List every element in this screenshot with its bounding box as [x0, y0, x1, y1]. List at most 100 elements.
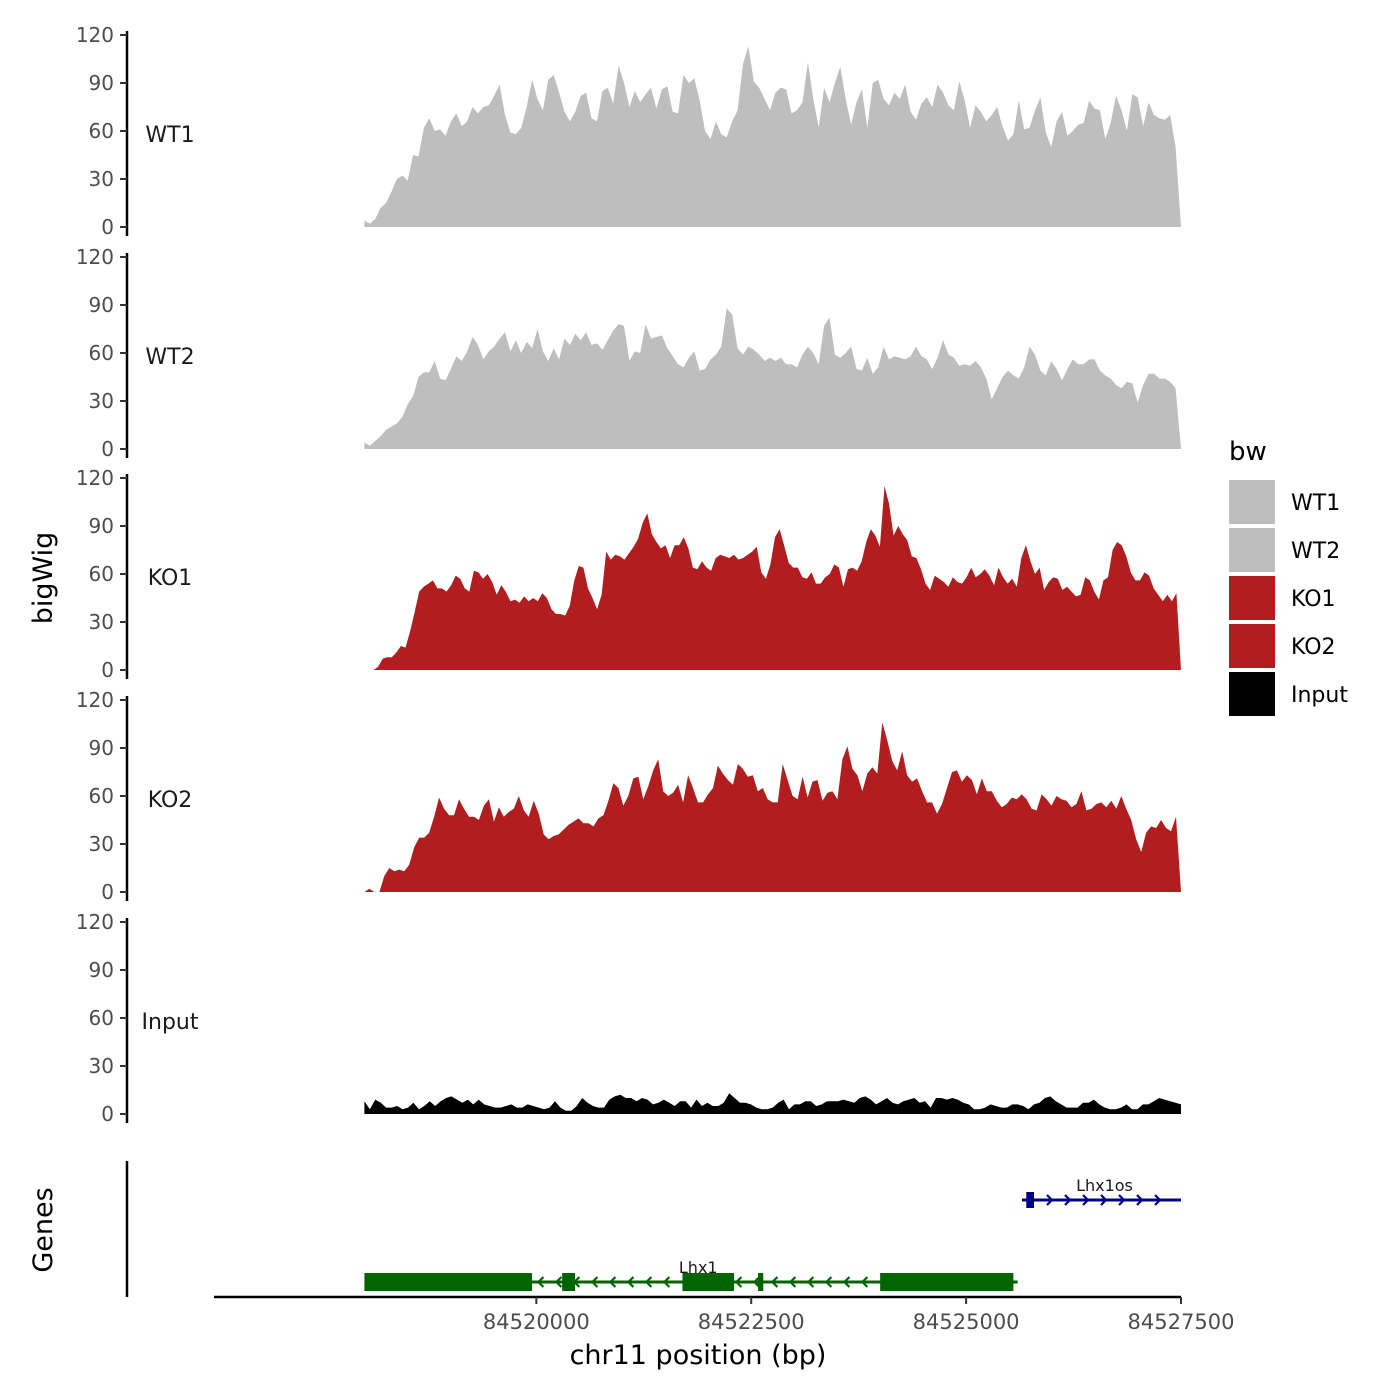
x-tick-label: 84520000: [483, 1310, 590, 1334]
legend-swatch: [1229, 528, 1275, 572]
legend-item-WT1: WT1: [1229, 480, 1340, 524]
strand-chevron: [752, 1276, 761, 1288]
exon: [562, 1273, 576, 1291]
y-tick-label: 120: [76, 466, 114, 490]
y-tick-label: 90: [89, 293, 114, 317]
y-tick-label: 120: [76, 23, 114, 47]
strand-chevron: [1100, 1194, 1108, 1206]
strand-chevron: [824, 1276, 833, 1288]
panel-WT2: 0 30 60 90 120 WT2: [76, 245, 1181, 461]
strand-chevron: [806, 1276, 815, 1288]
y-tick-label: 0: [101, 658, 114, 682]
legend-swatch: [1229, 480, 1275, 524]
gene-label-Lhx1: Lhx1: [679, 1258, 718, 1277]
legend-swatch: [1229, 672, 1275, 716]
strand-chevron: [662, 1276, 671, 1288]
strand-chevron: [1136, 1194, 1144, 1206]
y-tick-label: 120: [76, 688, 114, 712]
y-tick-label: 60: [89, 341, 114, 365]
y-tick-label: 90: [89, 958, 114, 982]
strand-chevron: [608, 1276, 617, 1288]
legend-item-KO1: KO1: [1229, 576, 1336, 620]
panel-label-KO2: KO2: [148, 788, 193, 813]
legend-swatch: [1229, 624, 1275, 668]
exon: [364, 1273, 533, 1291]
genes-panel: Lhx1 Lhx1os: [125, 1161, 1181, 1297]
strand-chevron: [626, 1276, 635, 1288]
x-tick-label: 84522500: [698, 1310, 805, 1334]
y-tick-label: 60: [89, 784, 114, 808]
y-tick-label: 90: [89, 736, 114, 760]
panel-label-WT1: WT1: [145, 123, 194, 148]
strand-chevron: [554, 1276, 563, 1288]
y-tick-label: 0: [101, 437, 114, 461]
panel-label-WT2: WT2: [145, 345, 194, 370]
y-tick-label: 60: [89, 562, 114, 586]
panel-Input: 0 30 60 90 120 Input: [76, 910, 1181, 1126]
strand-chevron: [788, 1276, 797, 1288]
exon: [682, 1273, 735, 1291]
x-axis: 84520000 84522500 84525000 84527500: [214, 1295, 1235, 1334]
strand-chevron: [536, 1276, 545, 1288]
panel-KO2: 0 30 60 90 120 KO2: [76, 688, 1181, 904]
legend-label: Input: [1291, 683, 1348, 708]
y-tick-label: 0: [101, 880, 114, 904]
area-Input: [364, 1093, 1181, 1114]
exon: [1026, 1192, 1035, 1208]
y-tick-label: 0: [101, 215, 114, 239]
strand-chevron: [1064, 1194, 1072, 1206]
area-WT1: [364, 46, 1181, 228]
strand-chevron: [644, 1276, 653, 1288]
genes-axis-label: Genes: [28, 1187, 59, 1272]
legend-swatch: [1229, 576, 1275, 620]
legend-label: KO1: [1291, 587, 1336, 612]
y-tick-label: 90: [89, 71, 114, 95]
x-axis-label: chr11 position (bp): [570, 1340, 827, 1371]
x-tick-label: 84527500: [1128, 1310, 1235, 1334]
legend-label: KO2: [1291, 635, 1336, 660]
x-tick-label: 84525000: [913, 1310, 1020, 1334]
legend-item-KO2: KO2: [1229, 624, 1336, 668]
strand-chevron: [1082, 1194, 1090, 1206]
y-tick-label: 30: [89, 610, 114, 634]
panel-WT1: 0 30 60 90 120 WT1: [76, 23, 1181, 239]
y-tick-label: 0: [101, 1102, 114, 1126]
y-tick-label: 60: [89, 119, 114, 143]
legend: WT1 WT2 KO1 KO2 Input: [1229, 480, 1348, 716]
gene-Lhx1os: Lhx1os: [1021, 1176, 1181, 1208]
area-WT2: [364, 308, 1181, 449]
strand-chevron: [770, 1276, 779, 1288]
strand-chevron: [590, 1276, 599, 1288]
y-tick-label: 90: [89, 514, 114, 538]
panel-label-Input: Input: [142, 1010, 199, 1035]
area-KO1: [364, 486, 1181, 670]
y-tick-label: 120: [76, 245, 114, 269]
exon: [880, 1273, 1014, 1291]
signal-panels: 0306090120WT10306090120WT20306090120KO10…: [76, 23, 1181, 1126]
y-tick-label: 30: [89, 1054, 114, 1078]
y-tick-label: 120: [76, 910, 114, 934]
gene-label-Lhx1os: Lhx1os: [1076, 1176, 1133, 1195]
y-tick-label: 30: [89, 832, 114, 856]
y-axis-label: bigWig: [28, 532, 59, 625]
strand-chevron: [1046, 1194, 1054, 1206]
gene-Lhx1: Lhx1: [364, 1258, 1018, 1291]
strand-chevron: [842, 1276, 851, 1288]
area-KO2: [364, 722, 1181, 892]
y-tick-label: 60: [89, 1006, 114, 1030]
legend-item-WT2: WT2: [1229, 528, 1340, 572]
y-tick-label: 30: [89, 167, 114, 191]
strand-chevron: [1118, 1194, 1126, 1206]
strand-chevron: [734, 1276, 743, 1288]
exon: [758, 1273, 764, 1291]
strand-chevron: [1154, 1194, 1162, 1206]
panel-label-KO1: KO1: [148, 566, 193, 591]
y-tick-label: 30: [89, 389, 114, 413]
legend-label: WT1: [1291, 491, 1340, 516]
panel-KO1: 0 30 60 90 120 KO1: [76, 466, 1181, 682]
legend-title: bw: [1229, 437, 1267, 467]
legend-item-Input: Input: [1229, 672, 1348, 716]
strand-chevron: [860, 1276, 869, 1288]
legend-label: WT2: [1291, 539, 1340, 564]
